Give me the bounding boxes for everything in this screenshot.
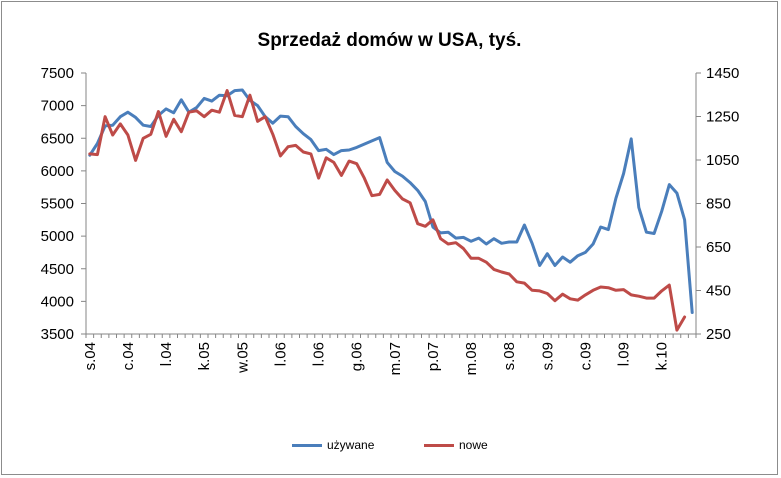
x-tick-label: l.09 — [616, 342, 633, 366]
right-tick-label: 250 — [706, 326, 731, 343]
right-tick-label: 1250 — [706, 109, 739, 126]
x-tick-label: k.10 — [654, 342, 671, 370]
right-tick-label: 1450 — [706, 65, 739, 82]
series-line-nowe — [88, 89, 687, 332]
right-tick-label: 650 — [706, 239, 731, 256]
legend-swatch-uzywane — [292, 443, 322, 447]
legend-swatch-nowe — [424, 443, 454, 447]
legend-item-nowe: nowe — [424, 438, 488, 452]
x-tick-label: s.08 — [501, 342, 518, 370]
left-tick-label: 6000 — [41, 163, 74, 180]
x-tick-label: m.07 — [387, 342, 404, 375]
left-tick-label: 3500 — [41, 326, 74, 343]
series-lines — [88, 88, 694, 332]
x-tick-label: s.09 — [539, 342, 556, 370]
left-tick-label: 6500 — [41, 130, 74, 147]
x-tick-label: g.06 — [349, 342, 366, 371]
x-tick-label: p.07 — [425, 342, 442, 371]
left-tick-label: 5000 — [41, 228, 74, 245]
left-y-ticks: 7500 7000 6500 6000 5500 5000 4500 4000 3500 — [41, 65, 86, 343]
legend-label-uzywane: używane — [327, 438, 375, 452]
legend: używane nowe — [0, 438, 779, 456]
left-tick-label: 7500 — [41, 65, 74, 82]
chart-title: Sprzedaż domów w USA, tyś. — [257, 30, 522, 51]
right-tick-label: 850 — [706, 196, 731, 213]
x-tick-label: s.04 — [82, 342, 99, 370]
left-tick-label: 4000 — [41, 293, 74, 310]
x-tick-label: k.05 — [196, 342, 213, 370]
left-tick-label: 7000 — [41, 98, 74, 115]
legend-label-nowe: nowe — [459, 438, 488, 452]
x-tick-label: l.06 — [311, 342, 328, 366]
series-line-uzywane — [88, 88, 694, 314]
x-tick-label: c.04 — [120, 342, 137, 370]
x-ticks: s.04 c.04 l.04 k.05 w.05 l.06 l.06 g.06 m.07 p.07… — [82, 334, 697, 375]
left-tick-label: 4500 — [41, 261, 74, 278]
x-tick-label: w.05 — [234, 342, 251, 374]
left-tick-label: 5500 — [41, 196, 74, 213]
x-tick-label: m.08 — [463, 342, 480, 375]
legend-item-uzywane: używane — [292, 438, 374, 452]
right-tick-label: 1050 — [706, 152, 739, 169]
right-tick-label: 450 — [706, 283, 731, 300]
right-y-ticks: 1450 1250 1050 850 650 450 250 — [696, 65, 739, 343]
x-tick-label: l.06 — [272, 342, 289, 366]
x-tick-label: l.04 — [158, 342, 175, 366]
x-tick-label: c.09 — [577, 342, 594, 370]
